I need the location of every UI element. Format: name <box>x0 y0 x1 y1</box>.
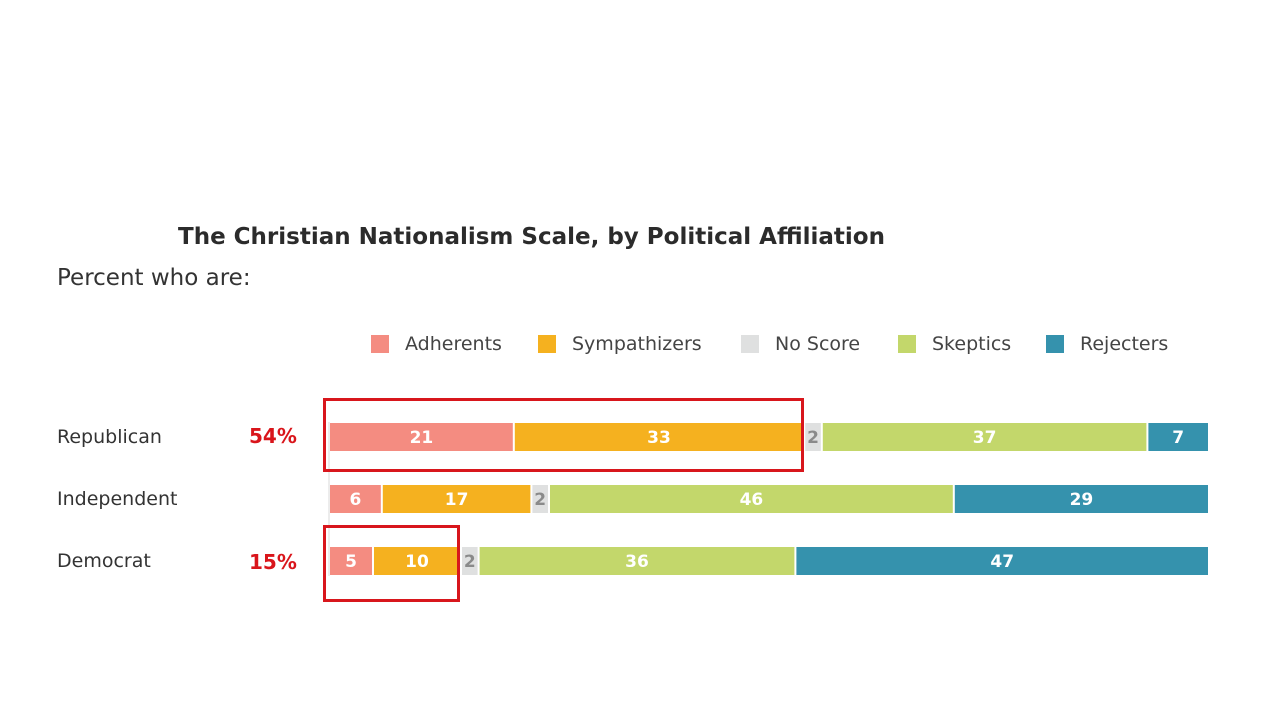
label-democrat-sympathizers: 10 <box>405 552 429 572</box>
legend-item-sympathizers: Sympathizers <box>538 333 702 355</box>
legend-label-skeptics: Skeptics <box>932 333 1012 355</box>
label-independent-rejecters: 29 <box>1070 490 1094 510</box>
label-democrat-rejecters: 47 <box>990 552 1014 572</box>
chart-subtitle: Percent who are: <box>57 265 251 291</box>
legend-label-sympathizers: Sympathizers <box>572 333 702 355</box>
chart-title: The Christian Nationalism Scale, by Poli… <box>178 224 885 250</box>
legend-item-no-score: No Score <box>741 333 860 355</box>
label-independent-sympathizers: 17 <box>445 490 469 510</box>
legend-label-no-score: No Score <box>775 333 861 355</box>
legend-label-rejecters: Rejecters <box>1080 333 1169 355</box>
legend-swatch-no-score <box>741 335 759 353</box>
row-label-independent: Independent <box>57 488 178 510</box>
label-democrat-skeptics: 36 <box>625 552 649 572</box>
bar-independent-rejecters <box>954 485 1208 513</box>
label-republican-no-score: 2 <box>807 428 819 448</box>
legend-swatch-sympathizers <box>538 335 556 353</box>
legend-swatch-skeptics <box>898 335 916 353</box>
row-label-democrat: Democrat <box>57 550 151 572</box>
legend-label-adherents: Adherents <box>405 333 502 355</box>
label-republican-skeptics: 37 <box>973 428 997 448</box>
annotation-republican: 54% <box>249 424 297 448</box>
highlight-box-republican <box>323 398 804 472</box>
label-republican-rejecters: 7 <box>1172 428 1184 448</box>
highlight-box-democrat <box>323 525 460 602</box>
legend-swatch-adherents <box>371 335 389 353</box>
row-label-republican: Republican <box>57 426 162 448</box>
bar-segments: 21 33 2 37 7 6 17 2 46 29 5 10 2 36 47 <box>330 423 1208 575</box>
bar-republican-no-score <box>805 423 821 451</box>
label-independent-adherents: 6 <box>349 490 361 510</box>
legend-item-adherents: Adherents <box>371 333 502 355</box>
bar-democrat-adherents <box>330 547 372 575</box>
bar-democrat-sympathizers <box>374 547 460 575</box>
bar-republican-adherents <box>330 423 513 451</box>
label-independent-skeptics: 46 <box>740 490 764 510</box>
bar-independent-sympathizers <box>382 485 531 513</box>
bar-democrat-no-score <box>462 547 478 575</box>
bar-independent-skeptics <box>550 485 953 513</box>
label-democrat-no-score: 2 <box>464 552 476 572</box>
legend-swatch-rejecters <box>1046 335 1064 353</box>
legend-item-skeptics: Skeptics <box>898 333 1011 355</box>
bar-independent-no-score <box>532 485 548 513</box>
annotation-democrat: 15% <box>249 550 297 574</box>
bar-republican-skeptics <box>822 423 1147 451</box>
bar-republican-rejecters <box>1148 423 1208 451</box>
bar-independent-adherents <box>330 485 381 513</box>
label-independent-no-score: 2 <box>534 490 546 510</box>
legend-item-rejecters: Rejecters <box>1046 333 1168 355</box>
bar-democrat-rejecters <box>796 547 1208 575</box>
label-republican-sympathizers: 33 <box>647 428 671 448</box>
label-democrat-adherents: 5 <box>345 552 357 572</box>
label-republican-adherents: 21 <box>410 428 434 448</box>
bar-democrat-skeptics <box>479 547 795 575</box>
bar-republican-sympathizers <box>514 423 804 451</box>
